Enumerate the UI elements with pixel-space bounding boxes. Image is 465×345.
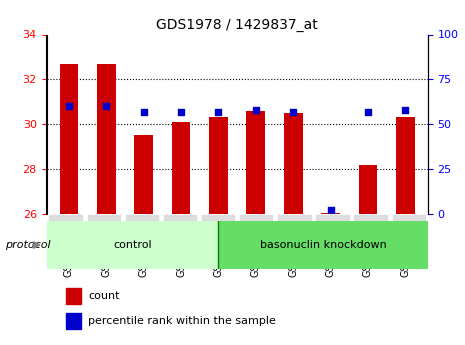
FancyBboxPatch shape: [125, 214, 159, 221]
Point: [327, 208, 334, 213]
Point: [103, 104, 110, 109]
Bar: [66, 313, 81, 329]
FancyBboxPatch shape: [46, 221, 218, 269]
Title: GDS1978 / 1429837_at: GDS1978 / 1429837_at: [156, 18, 318, 32]
Point: [252, 107, 259, 112]
Bar: [246, 111, 265, 214]
Point: [65, 104, 73, 109]
FancyBboxPatch shape: [239, 214, 273, 221]
FancyBboxPatch shape: [163, 214, 197, 221]
Bar: [209, 117, 228, 214]
FancyBboxPatch shape: [48, 214, 83, 221]
Text: basonuclin knockdown: basonuclin knockdown: [259, 240, 386, 250]
Bar: [66, 288, 81, 304]
FancyBboxPatch shape: [315, 214, 350, 221]
Bar: [396, 117, 415, 214]
Bar: [172, 122, 191, 214]
Bar: [284, 113, 303, 214]
Point: [215, 109, 222, 115]
Bar: [359, 165, 377, 214]
Text: protocol: protocol: [5, 240, 50, 250]
Bar: [97, 63, 116, 214]
FancyBboxPatch shape: [201, 214, 235, 221]
Point: [290, 109, 297, 115]
Bar: [134, 135, 153, 214]
Text: count: count: [88, 292, 120, 302]
Point: [402, 107, 409, 112]
FancyBboxPatch shape: [353, 214, 388, 221]
Point: [140, 109, 147, 115]
Bar: [60, 63, 78, 214]
Text: control: control: [113, 240, 152, 250]
Text: percentile rank within the sample: percentile rank within the sample: [88, 316, 276, 326]
FancyBboxPatch shape: [218, 221, 428, 269]
Point: [364, 109, 372, 115]
FancyBboxPatch shape: [277, 214, 312, 221]
FancyBboxPatch shape: [86, 214, 121, 221]
Point: [177, 109, 185, 115]
Bar: [321, 213, 340, 214]
FancyBboxPatch shape: [392, 214, 426, 221]
